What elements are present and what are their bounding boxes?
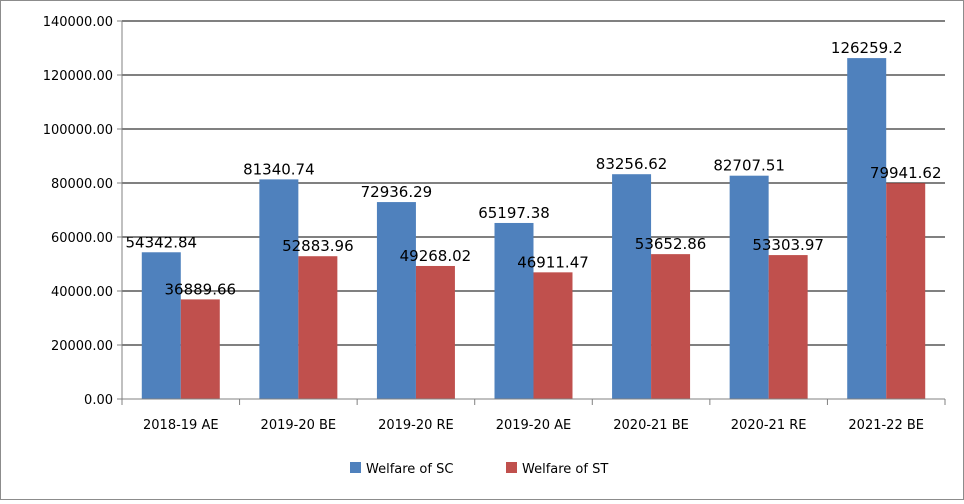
bar-st: [533, 272, 573, 399]
data-label: 53303.97: [752, 236, 824, 254]
bar-st: [768, 255, 808, 399]
bar-st: [651, 254, 691, 399]
bar-sc: [612, 174, 652, 399]
x-tick-label: 2018-19 AE: [143, 418, 219, 433]
bar-st: [886, 183, 926, 399]
y-tick-label: 20000.00: [51, 339, 113, 354]
x-tick-label: 2021-22 BE: [848, 418, 924, 433]
data-label: 65197.38: [478, 204, 550, 222]
data-label: 82707.51: [713, 157, 785, 175]
data-label: 126259.2: [831, 39, 903, 57]
legend-label: Welfare of ST: [522, 462, 608, 477]
x-tick-label: 2019-20 BE: [261, 418, 337, 433]
bar-sc: [141, 252, 181, 399]
bar-sc: [259, 179, 299, 399]
legend-swatch: [506, 462, 517, 473]
data-label: 79941.62: [870, 164, 942, 182]
data-label: 81340.74: [243, 160, 315, 178]
bars: [141, 58, 926, 399]
legend: Welfare of SC Welfare of ST: [350, 462, 608, 477]
data-label: 49268.02: [400, 247, 472, 265]
x-axis-ticks: 2018-19 AE 2019-20 BE 2019-20 RE 2019-20 AE…: [143, 418, 924, 433]
legend-swatch: [350, 462, 361, 473]
data-label: 52883.96: [282, 237, 354, 255]
y-tick-label: 0.00: [84, 393, 113, 408]
y-tick-label: 100000.00: [43, 123, 113, 138]
x-tick-label: 2019-20 AE: [496, 418, 572, 433]
x-tick-label: 2019-20 RE: [378, 418, 454, 433]
axes: [117, 20, 946, 405]
y-tick-label: 140000.00: [43, 15, 113, 30]
x-tick-label: 2020-21 BE: [613, 418, 689, 433]
y-tick-label: 80000.00: [51, 177, 113, 192]
data-label: 53652.86: [635, 235, 707, 253]
x-tick-label: 2020-21 RE: [731, 418, 807, 433]
bar-sc: [729, 175, 769, 399]
bar-st: [415, 265, 455, 399]
data-label: 54342.84: [125, 233, 197, 251]
legend-label: Welfare of SC: [366, 462, 453, 477]
y-tick-label: 40000.00: [51, 285, 113, 300]
data-label: 83256.62: [596, 155, 668, 173]
data-label: 36889.66: [164, 280, 236, 298]
data-label: 46911.47: [517, 253, 589, 271]
bar-st: [180, 299, 220, 399]
bar-st: [298, 256, 338, 399]
y-axis-ticks: 0.00 20000.00 40000.00 60000.00 80000.00 1000…: [43, 15, 113, 408]
bar-sc: [376, 202, 416, 399]
data-labels: 54342.84 36889.66 81340.74 52883.96 72936.29…: [125, 39, 941, 298]
y-tick-label: 120000.00: [43, 69, 113, 84]
y-tick-label: 60000.00: [51, 231, 113, 246]
bar-sc: [847, 58, 887, 399]
data-label: 72936.29: [361, 183, 433, 201]
bar-sc: [494, 222, 534, 399]
